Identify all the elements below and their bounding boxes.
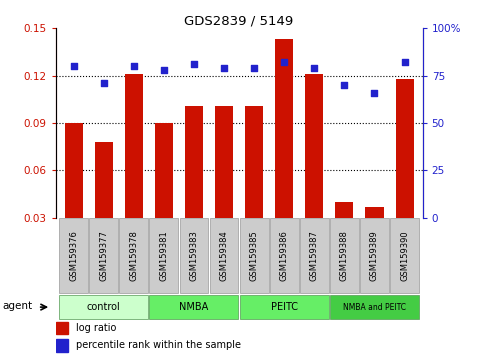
Bar <box>119 218 148 293</box>
Bar <box>240 218 269 293</box>
Text: log ratio: log ratio <box>76 323 116 333</box>
Point <box>100 80 108 86</box>
Point <box>130 63 138 69</box>
Bar <box>240 295 329 319</box>
Point <box>370 90 378 96</box>
Text: agent: agent <box>3 301 33 311</box>
Text: GSM159381: GSM159381 <box>159 230 169 281</box>
Point <box>70 63 77 69</box>
Text: GSM159390: GSM159390 <box>400 230 409 281</box>
Text: GSM159383: GSM159383 <box>189 230 199 281</box>
Bar <box>300 218 329 293</box>
Point <box>160 67 168 73</box>
Bar <box>125 74 143 265</box>
Text: GSM159378: GSM159378 <box>129 230 138 281</box>
Bar <box>360 218 389 293</box>
Bar <box>210 218 239 293</box>
Text: GSM159387: GSM159387 <box>310 230 319 281</box>
Text: GSM159384: GSM159384 <box>220 230 228 281</box>
Bar <box>59 218 88 293</box>
Bar <box>59 295 148 319</box>
Bar <box>149 218 178 293</box>
Bar <box>330 218 359 293</box>
Text: GSM159386: GSM159386 <box>280 230 289 281</box>
Bar <box>330 295 419 319</box>
Text: GSM159385: GSM159385 <box>250 230 258 281</box>
Text: GSM159377: GSM159377 <box>99 230 108 281</box>
Text: NMBA: NMBA <box>179 302 209 312</box>
Text: PEITC: PEITC <box>270 302 298 312</box>
Text: GSM159376: GSM159376 <box>69 230 78 281</box>
Bar <box>56 322 69 335</box>
Text: GSM159388: GSM159388 <box>340 230 349 281</box>
Point <box>401 59 409 65</box>
Text: control: control <box>87 302 121 312</box>
Bar <box>390 218 419 293</box>
Text: percentile rank within the sample: percentile rank within the sample <box>76 340 241 350</box>
Bar <box>275 39 293 265</box>
Title: GDS2839 / 5149: GDS2839 / 5149 <box>185 14 294 27</box>
Text: GSM159389: GSM159389 <box>370 230 379 281</box>
Point <box>220 65 228 71</box>
Bar <box>180 218 208 293</box>
Bar <box>95 142 113 265</box>
Point <box>311 65 318 71</box>
Bar <box>396 79 413 265</box>
Bar <box>65 123 83 265</box>
Bar <box>155 123 173 265</box>
Point <box>190 62 198 67</box>
Bar <box>305 74 323 265</box>
Bar <box>89 218 118 293</box>
Bar <box>56 339 69 352</box>
Bar <box>270 218 298 293</box>
Text: NMBA and PEITC: NMBA and PEITC <box>343 303 406 312</box>
Bar <box>335 202 354 265</box>
Point <box>341 82 348 88</box>
Point <box>250 65 258 71</box>
Bar <box>149 295 239 319</box>
Point <box>280 59 288 65</box>
Bar <box>366 207 384 265</box>
Bar <box>215 105 233 265</box>
Bar <box>185 105 203 265</box>
Bar <box>245 105 263 265</box>
